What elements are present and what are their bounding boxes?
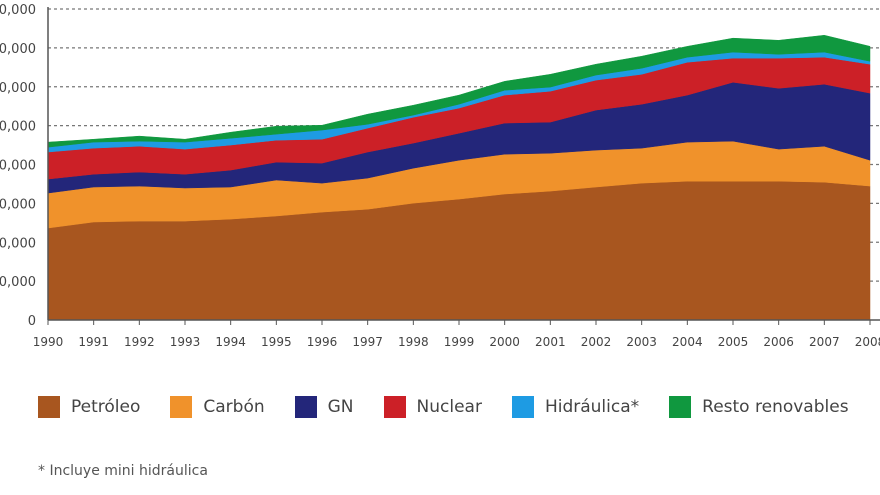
y-tick-label: 120,000 bbox=[0, 81, 36, 96]
footnote: * Incluye mini hidráulica bbox=[38, 463, 208, 479]
legend-swatch bbox=[383, 396, 406, 418]
stacked-area-chart: 0 20,000 40,000 60,000 80,000 100,000 120,000 1… bbox=[0, 3, 880, 349]
x-tick-label: 2002 bbox=[581, 335, 612, 349]
x-tick-label: 2006 bbox=[763, 335, 794, 349]
x-tick-label: 1993 bbox=[170, 335, 201, 349]
y-tick-label: 140,000 bbox=[0, 42, 36, 57]
legend-item-hidraulica: Hidráulica* bbox=[511, 396, 640, 418]
y-tick-label: 20,000 bbox=[0, 275, 36, 290]
legend-label: Resto renovables bbox=[702, 397, 849, 417]
legend-label: GN bbox=[327, 397, 354, 417]
x-tick-label: 1996 bbox=[307, 335, 338, 349]
legend-item-petroleo: Petróleo bbox=[38, 396, 140, 418]
y-tick-label: 60,000 bbox=[0, 197, 36, 212]
legend-label: Hidráulica* bbox=[544, 397, 640, 417]
legend-label: Petróleo bbox=[71, 397, 141, 417]
legend-swatch bbox=[294, 396, 317, 418]
legend-label: Carbón bbox=[203, 397, 265, 417]
x-tick-label: 2000 bbox=[489, 335, 520, 349]
y-tick-label: 40,000 bbox=[0, 236, 36, 251]
legend-swatch bbox=[511, 396, 534, 418]
x-tick-label: 2005 bbox=[718, 335, 749, 349]
legend-item-nuclear: Nuclear bbox=[383, 396, 482, 418]
area-resto-renovables bbox=[47, 34, 871, 148]
legend-swatch bbox=[170, 396, 193, 418]
x-tick-label: 1990 bbox=[33, 335, 64, 349]
legend-item-resto-renovables: Resto renovables bbox=[669, 396, 849, 418]
legend-item-carbon: Carbón bbox=[170, 396, 265, 418]
x-tick-label: 1998 bbox=[398, 335, 429, 349]
x-tick-label: 1992 bbox=[124, 335, 155, 349]
x-tick-label: 2008 bbox=[855, 335, 880, 349]
legend-swatch bbox=[38, 396, 60, 418]
legend-label: Nuclear bbox=[416, 397, 482, 417]
legend-swatch bbox=[669, 396, 692, 418]
y-tick-label: 80,000 bbox=[0, 159, 36, 174]
x-tick-label: 1995 bbox=[261, 335, 292, 349]
x-tick-label: 1991 bbox=[78, 335, 109, 349]
y-tick-label: 100,000 bbox=[0, 120, 36, 135]
y-tick-label: 0 bbox=[28, 314, 36, 329]
x-tick-label: 2003 bbox=[626, 335, 657, 349]
legend: Petróleo Carbón GN Nuclear Hidráulica* R… bbox=[38, 396, 879, 418]
x-tick-label: 2004 bbox=[672, 335, 703, 349]
legend-item-gn: GN bbox=[294, 396, 354, 418]
x-tick-label: 1994 bbox=[215, 335, 246, 349]
x-tick-label: 1999 bbox=[444, 335, 475, 349]
x-tick-label: 1997 bbox=[352, 335, 383, 349]
x-tick-label: 2007 bbox=[809, 335, 840, 349]
y-tick-label: 160,000 bbox=[0, 3, 36, 18]
x-tick-label: 2001 bbox=[535, 335, 566, 349]
